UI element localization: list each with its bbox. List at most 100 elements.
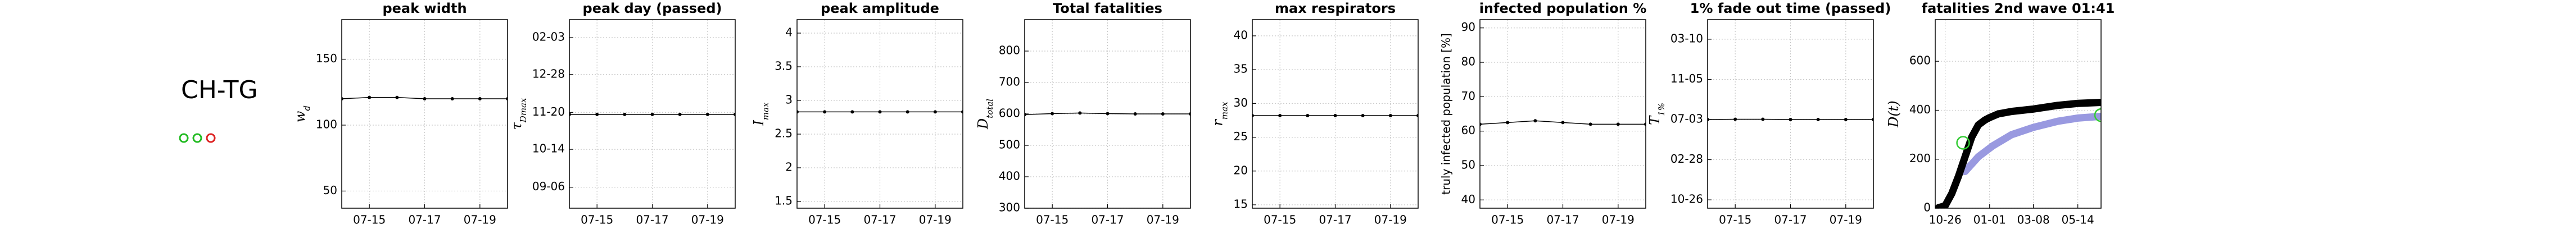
data-point	[850, 110, 854, 114]
x-tick-label: 07-19	[464, 213, 496, 227]
y-tick-label: 90	[1461, 20, 1475, 34]
y-tick-label: 02-28	[1670, 152, 1703, 166]
y-tick-label: 70	[1461, 89, 1475, 103]
data-marker	[1956, 136, 1970, 150]
y-axis-label-sub: total	[985, 99, 995, 118]
y-tick-label: 1.5	[775, 194, 793, 208]
y-tick-label: 4	[785, 26, 793, 39]
data-point	[705, 112, 709, 116]
data-point	[1561, 121, 1565, 125]
y-axis-label-text: τ	[509, 122, 524, 130]
y-tick-label: 0	[1923, 201, 1931, 214]
plot-area	[1252, 114, 1418, 118]
data-point	[1789, 118, 1792, 122]
data-point	[368, 95, 372, 99]
y-axis-label-text: D	[975, 118, 991, 130]
y-tick-label: 12-28	[532, 67, 565, 80]
x-tick-label: 07-19	[1147, 213, 1179, 227]
y-tick-label: 11-05	[1670, 72, 1703, 85]
plot-area	[1480, 119, 1646, 126]
y-axis-label: D(t)	[1886, 100, 1902, 128]
x-tick-label: 10-26	[1929, 213, 1962, 227]
axes-frame	[796, 19, 963, 209]
panel: infected population % 40 50 60 70 80 90 07-15 07…	[1439, 1, 1647, 227]
y-tick-label: 2.5	[775, 127, 793, 140]
panel-title: fatalities 2nd wave 01:41	[1922, 1, 2115, 16]
data-point	[1333, 114, 1337, 118]
data-point	[1588, 122, 1592, 126]
x-tick-label: 07-15	[808, 213, 841, 227]
y-tick-label: 60	[1461, 123, 1475, 137]
plot-area	[569, 112, 735, 116]
data-point	[478, 97, 482, 100]
panel: 1% fade out time (passed) 10-26 02-28 07-03…	[1647, 1, 1891, 227]
status-indicator	[206, 133, 216, 143]
y-tick-label: 30	[1234, 96, 1248, 109]
x-tick-label: 07-15	[581, 213, 613, 227]
y-axis-label: τDmax	[509, 98, 528, 130]
y-tick-label: 02-03	[532, 30, 565, 44]
panel-title: peak width	[382, 1, 467, 16]
y-tick-label: 50	[1461, 158, 1475, 171]
y-tick-label: 300	[999, 201, 1020, 214]
panel-title: 1% fade out time (passed)	[1690, 1, 1891, 16]
data-marker	[2094, 108, 2101, 122]
y-tick-label: 3	[785, 93, 793, 107]
y-axis-label: rmax	[1210, 102, 1230, 126]
data-point	[1278, 114, 1282, 118]
x-tick-label: 07-17	[636, 213, 668, 227]
x-tick-label: 07-15	[1264, 213, 1296, 227]
y-tick-label: 10-14	[532, 142, 565, 155]
y-tick-label: 800	[999, 44, 1020, 57]
data-point	[1361, 114, 1365, 118]
plot-area	[797, 110, 963, 114]
data-point	[878, 110, 882, 114]
x-tick-label: 07-19	[1374, 213, 1407, 227]
status-indicator	[192, 133, 202, 143]
y-tick-label: 400	[1909, 103, 1931, 116]
y-tick-label: 50	[323, 183, 337, 197]
y-tick-label: 600	[1909, 54, 1931, 67]
data-point	[933, 110, 937, 114]
y-axis-label-text: w	[292, 111, 308, 122]
y-tick-label: 09-06	[532, 180, 565, 193]
plot-area	[1708, 117, 1873, 122]
status-indicator	[179, 133, 189, 143]
x-tick-label: 07-17	[1319, 213, 1351, 227]
y-axis-label-text: r	[1210, 119, 1226, 126]
data-point	[1616, 122, 1620, 126]
x-tick-label: 07-15	[1491, 213, 1524, 227]
axes-frame	[1252, 19, 1419, 209]
data-point	[650, 112, 654, 116]
y-tick-label: 10-26	[1670, 192, 1703, 206]
y-tick-label: 25	[1234, 130, 1248, 143]
y-tick-label: 3.5	[775, 59, 793, 73]
y-axis-label: T1%	[1647, 103, 1667, 125]
data-point	[1161, 112, 1165, 116]
panel: peak amplitude 1.5 2 2.5 3 3.5 4 07-15 07-17 07-1…	[751, 1, 963, 227]
region-label: CH-TG	[181, 76, 258, 104]
y-tick-label: 35	[1234, 62, 1248, 76]
y-axis-label-text: T	[1647, 115, 1663, 125]
data-point	[1844, 118, 1848, 122]
data-point	[1306, 114, 1310, 118]
y-tick-label: 200	[1909, 152, 1931, 165]
y-tick-label: 15	[1234, 197, 1248, 210]
axes-frame	[569, 19, 736, 209]
panel: Total fatalities 300 400 500 600 700 800 07-15 0…	[975, 1, 1191, 227]
axes-frame	[341, 19, 508, 209]
y-tick-label: 2	[785, 160, 793, 174]
y-tick-label: 150	[316, 52, 337, 65]
data-point	[623, 112, 627, 116]
data-point	[1133, 112, 1137, 116]
y-tick-label: 40	[1234, 28, 1248, 42]
y-tick-label: 100	[316, 117, 337, 131]
x-tick-label: 07-19	[1602, 213, 1635, 227]
y-tick-label: 40	[1461, 192, 1475, 206]
axes-frame	[1024, 19, 1191, 209]
y-axis-label: Imax	[751, 102, 771, 126]
data-point	[823, 110, 827, 114]
y-axis-label-text: D(t)	[1886, 100, 1902, 128]
